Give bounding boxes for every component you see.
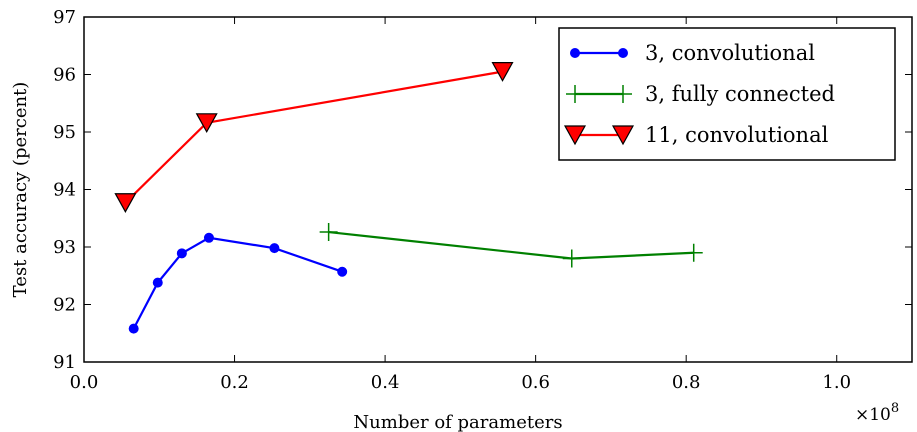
data-point [114,193,137,213]
series-line [328,230,694,260]
legend-label: 11, convolutional [645,123,829,147]
y-axis-title: Test accuracy (percent) [10,82,31,298]
series-3-convolutional [128,232,348,334]
x-axis-multiplier: ×108 [855,401,899,425]
data-point [195,113,218,134]
x-axis-multiplier-exponent: 8 [891,401,899,416]
legend-label: 3, fully connected [645,82,835,106]
data-point [614,85,632,103]
data-point [491,62,514,82]
data-point [176,248,187,259]
x-tick-label: 0.2 [220,372,249,393]
x-tick-label: 1.0 [822,372,851,393]
data-point [684,243,703,262]
data-point [566,85,584,103]
y-tick-label: 91 [53,352,76,373]
data-point [319,223,338,242]
series-3-fully-connected [319,223,703,268]
y-tick-label: 93 [53,237,76,258]
plot-layer [114,62,703,334]
data-point [611,125,635,146]
data-point [203,232,214,243]
x-tick-label: 0.8 [672,372,701,393]
data-point [562,249,581,268]
y-tick-label: 96 [53,65,76,86]
data-point [269,243,280,254]
series-line [132,236,343,330]
x-tick-label: 0.6 [521,372,550,393]
x-tick-label: 0.0 [70,372,99,393]
x-tick-label: 0.4 [371,372,400,393]
series-line [124,70,503,204]
y-tick-label: 97 [53,7,76,28]
legend: 3, convolutional 3, fully connected 11, co… [558,27,896,161]
data-point [570,48,580,58]
y-tick-label: 92 [53,295,76,316]
ticks-layer: 0.0 0.2 0.4 0.6 0.8 1.0 91 92 93 94 95 96 97 [53,7,912,393]
data-point [337,266,348,277]
data-point [563,125,587,146]
legend-label: 3, convolutional [645,41,815,65]
series-11-convolutional [114,62,514,213]
y-tick-label: 95 [53,122,76,143]
y-tick-label: 94 [53,180,76,201]
data-point [618,48,628,58]
x-axis-multiplier-base: ×10 [855,405,891,425]
data-point [128,323,139,334]
x-axis-title: Number of parameters [353,412,562,432]
data-point [152,277,163,288]
